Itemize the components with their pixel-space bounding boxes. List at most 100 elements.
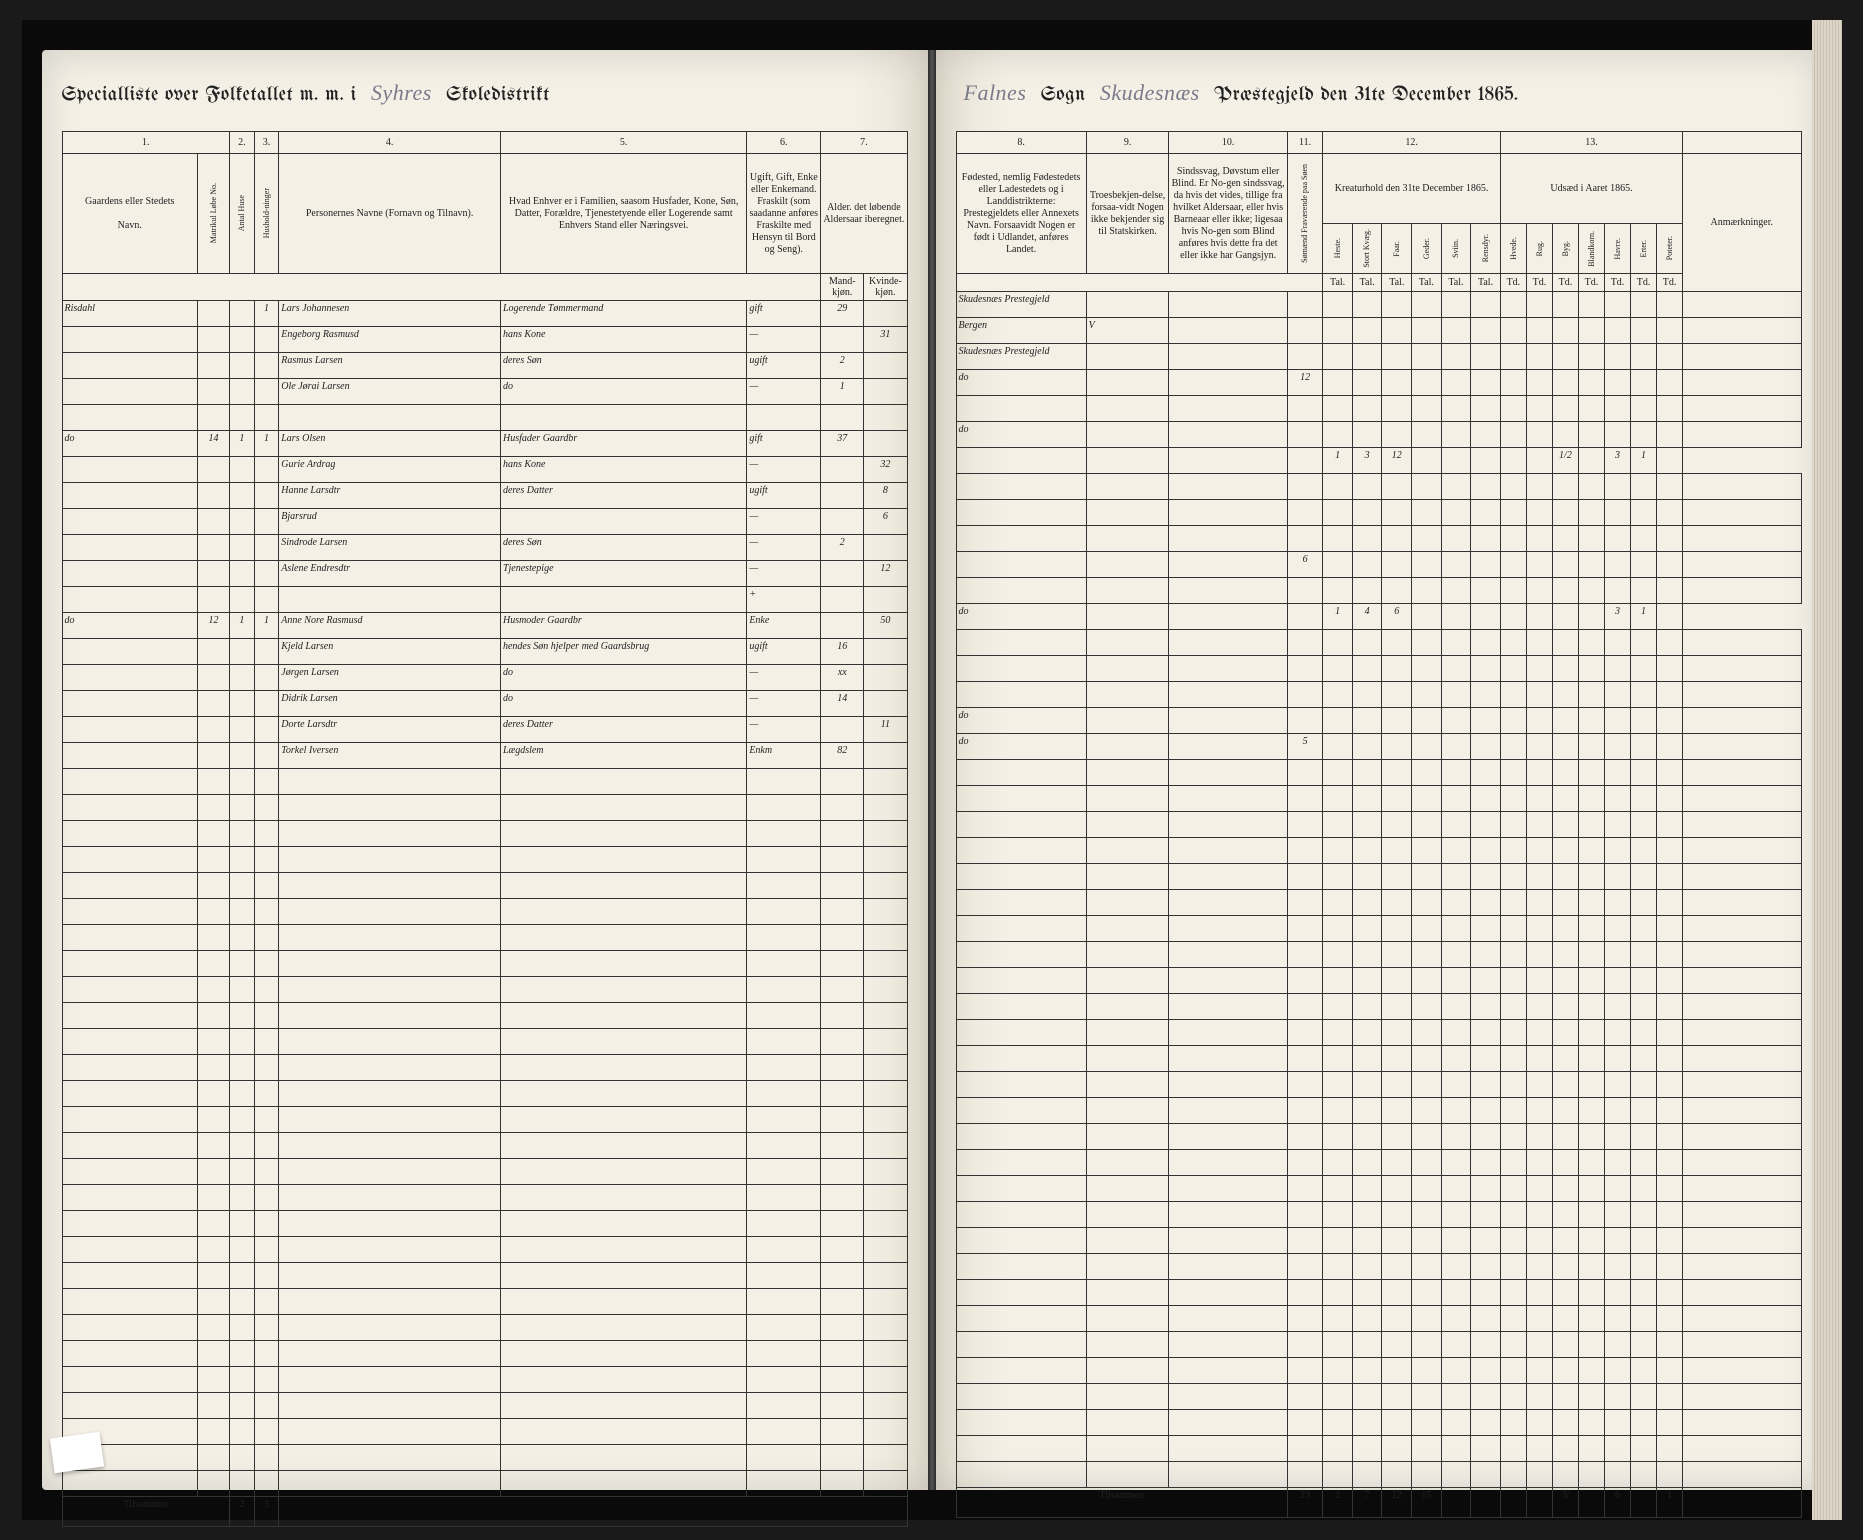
table-row — [62, 1003, 907, 1029]
table-row: 6 — [956, 552, 1801, 578]
table-row — [956, 838, 1801, 864]
hdr-kvinde: Kvinde-kjøn. — [864, 274, 907, 301]
district-name: Syhres — [363, 80, 440, 105]
col-4: 4. — [279, 132, 501, 154]
col-3: 3. — [254, 132, 279, 154]
table-row: Gurie Ardraghans Kone—32 — [62, 457, 907, 483]
table-row — [956, 864, 1801, 890]
table-row — [956, 786, 1801, 812]
hdr-navn: Personernes Navne (Fornavn og Tilnavn). — [279, 154, 501, 274]
page-tab — [49, 1432, 103, 1474]
table-row — [956, 1436, 1801, 1462]
col-12: 12. — [1323, 132, 1501, 154]
table-row — [62, 873, 907, 899]
table-row: Engeborg Rasmusdhans Kone—31 — [62, 327, 907, 353]
table-row — [956, 1046, 1801, 1072]
left-title: Specialliste over Folketallet m. m. i Sy… — [62, 80, 908, 106]
table-row — [62, 1185, 907, 1211]
right-title: Falnes Sogn Skudesnæs Præstegjeld den 31… — [956, 80, 1802, 106]
table-row — [956, 1462, 1801, 1488]
table-row — [956, 1384, 1801, 1410]
table-row — [62, 1211, 907, 1237]
table-row: Rasmus Larsenderes Sønugift2 — [62, 353, 907, 379]
table-row — [62, 1289, 907, 1315]
table-row: Skudesnæs Prestegjeld — [956, 344, 1801, 370]
table-row — [956, 682, 1801, 708]
table-row — [956, 1228, 1801, 1254]
left-footer-row: Tilsammen 2 3 — [62, 1497, 907, 1527]
left-ledger-table: 1. 2. 3. 4. 5. 6. 7. Gaardens eller Sted… — [62, 131, 908, 1527]
parish-name: Skudesnæs — [1092, 80, 1208, 105]
table-row — [956, 656, 1801, 682]
right-footer-row: Tilsammen 23 2 7 12 15 3/ 6 1 — [956, 1488, 1801, 1518]
table-row — [62, 1393, 907, 1419]
table-row: Risdahl1Lars JohannesenLogerende Tømmerm… — [62, 301, 907, 327]
table-row — [956, 942, 1801, 968]
table-row — [956, 1020, 1801, 1046]
table-row: Didrik Larsendo—14 — [62, 691, 907, 717]
table-row — [956, 500, 1801, 526]
hdr-udsad: Udsæd i Aaret 1865. — [1500, 154, 1682, 224]
right-ledger-table: 8. 9. 10. 11. 12. 13. Fødested, nemlig F… — [956, 131, 1802, 1518]
footer-label-r: Tilsammen — [956, 1488, 1287, 1518]
hdr-gaard: Gaardens eller StedetsNavn. — [62, 154, 197, 274]
table-row — [956, 630, 1801, 656]
col-8: 8. — [956, 132, 1086, 154]
table-row — [62, 769, 907, 795]
table-row — [62, 1315, 907, 1341]
hdr-mand: Mand-kjøn. — [821, 274, 864, 301]
hdr-hus: Antal Huse — [230, 154, 255, 274]
table-row — [956, 812, 1801, 838]
table-row — [62, 1237, 907, 1263]
hdr-fodested: Fødested, nemlig Fødestedets eller Lades… — [956, 154, 1086, 274]
right-table-body: Skudesnæs PrestegjeldBergenVSkudesnæs Pr… — [956, 292, 1801, 1488]
table-row — [62, 1341, 907, 1367]
col-6: 6. — [747, 132, 821, 154]
table-row: do — [956, 422, 1801, 448]
table-row: Torkel IversenLægdslemEnkm82 — [62, 743, 907, 769]
table-row — [956, 1306, 1801, 1332]
table-row — [62, 1419, 907, 1445]
table-row: Jørgen Larsendo—xx — [62, 665, 907, 691]
table-row — [956, 968, 1801, 994]
table-row: do12 — [956, 370, 1801, 396]
table-row — [62, 899, 907, 925]
table-row — [956, 1410, 1801, 1436]
table-row — [62, 925, 907, 951]
col-5: 5. — [500, 132, 746, 154]
sogn-label: Sogn — [1041, 85, 1086, 106]
footer-hh: 3 — [254, 1497, 279, 1527]
table-row: Hanne Larsdtrderes Datterugift8 — [62, 483, 907, 509]
hdr-hushold: Hushold-ninger — [254, 154, 279, 274]
table-row — [956, 526, 1801, 552]
footer-hus: 2 — [230, 1497, 255, 1527]
table-row — [62, 1029, 907, 1055]
table-row — [62, 1159, 907, 1185]
table-row — [956, 1098, 1801, 1124]
table-row — [62, 1445, 907, 1471]
hdr-alder: Alder. det løbende Aldersaar iberegnet. — [821, 154, 907, 274]
table-row: BergenV — [956, 318, 1801, 344]
table-row — [956, 760, 1801, 786]
table-row: 13121/231 — [956, 448, 1801, 474]
hdr-stand: Ugift, Gift, Enke eller Enkemand. Fraski… — [747, 154, 821, 274]
title-prefix: Specialliste over Folketallet m. m. i — [62, 85, 357, 106]
date-suffix: Præstegjeld den 31te December 1865. — [1214, 85, 1518, 106]
table-row: do1211Anne Nore RasmusdHusmoder GaardbrE… — [62, 613, 907, 639]
table-row: Sindrode Larsenderes Søn—2 — [62, 535, 907, 561]
table-row — [956, 1280, 1801, 1306]
left-table-body: Risdahl1Lars JohannesenLogerende Tømmerm… — [62, 301, 907, 1497]
table-row — [956, 994, 1801, 1020]
col-7: 7. — [821, 132, 907, 154]
table-row — [62, 977, 907, 1003]
title-suffix: Skoledistrikt — [446, 85, 550, 106]
left-page: Specialliste over Folketallet m. m. i Sy… — [42, 50, 928, 1490]
table-row: Bjarsrud—6 — [62, 509, 907, 535]
hdr-familie: Hvad Enhver er i Familien, saasom Husfad… — [500, 154, 746, 274]
table-row — [956, 474, 1801, 500]
table-row — [62, 1367, 907, 1393]
table-row — [62, 821, 907, 847]
hdr-tro: Troesbekjen-delse, forsaa-vidt Nogen ikk… — [1086, 154, 1169, 274]
table-row: Skudesnæs Prestegjeld — [956, 292, 1801, 318]
col-9: 9. — [1086, 132, 1169, 154]
